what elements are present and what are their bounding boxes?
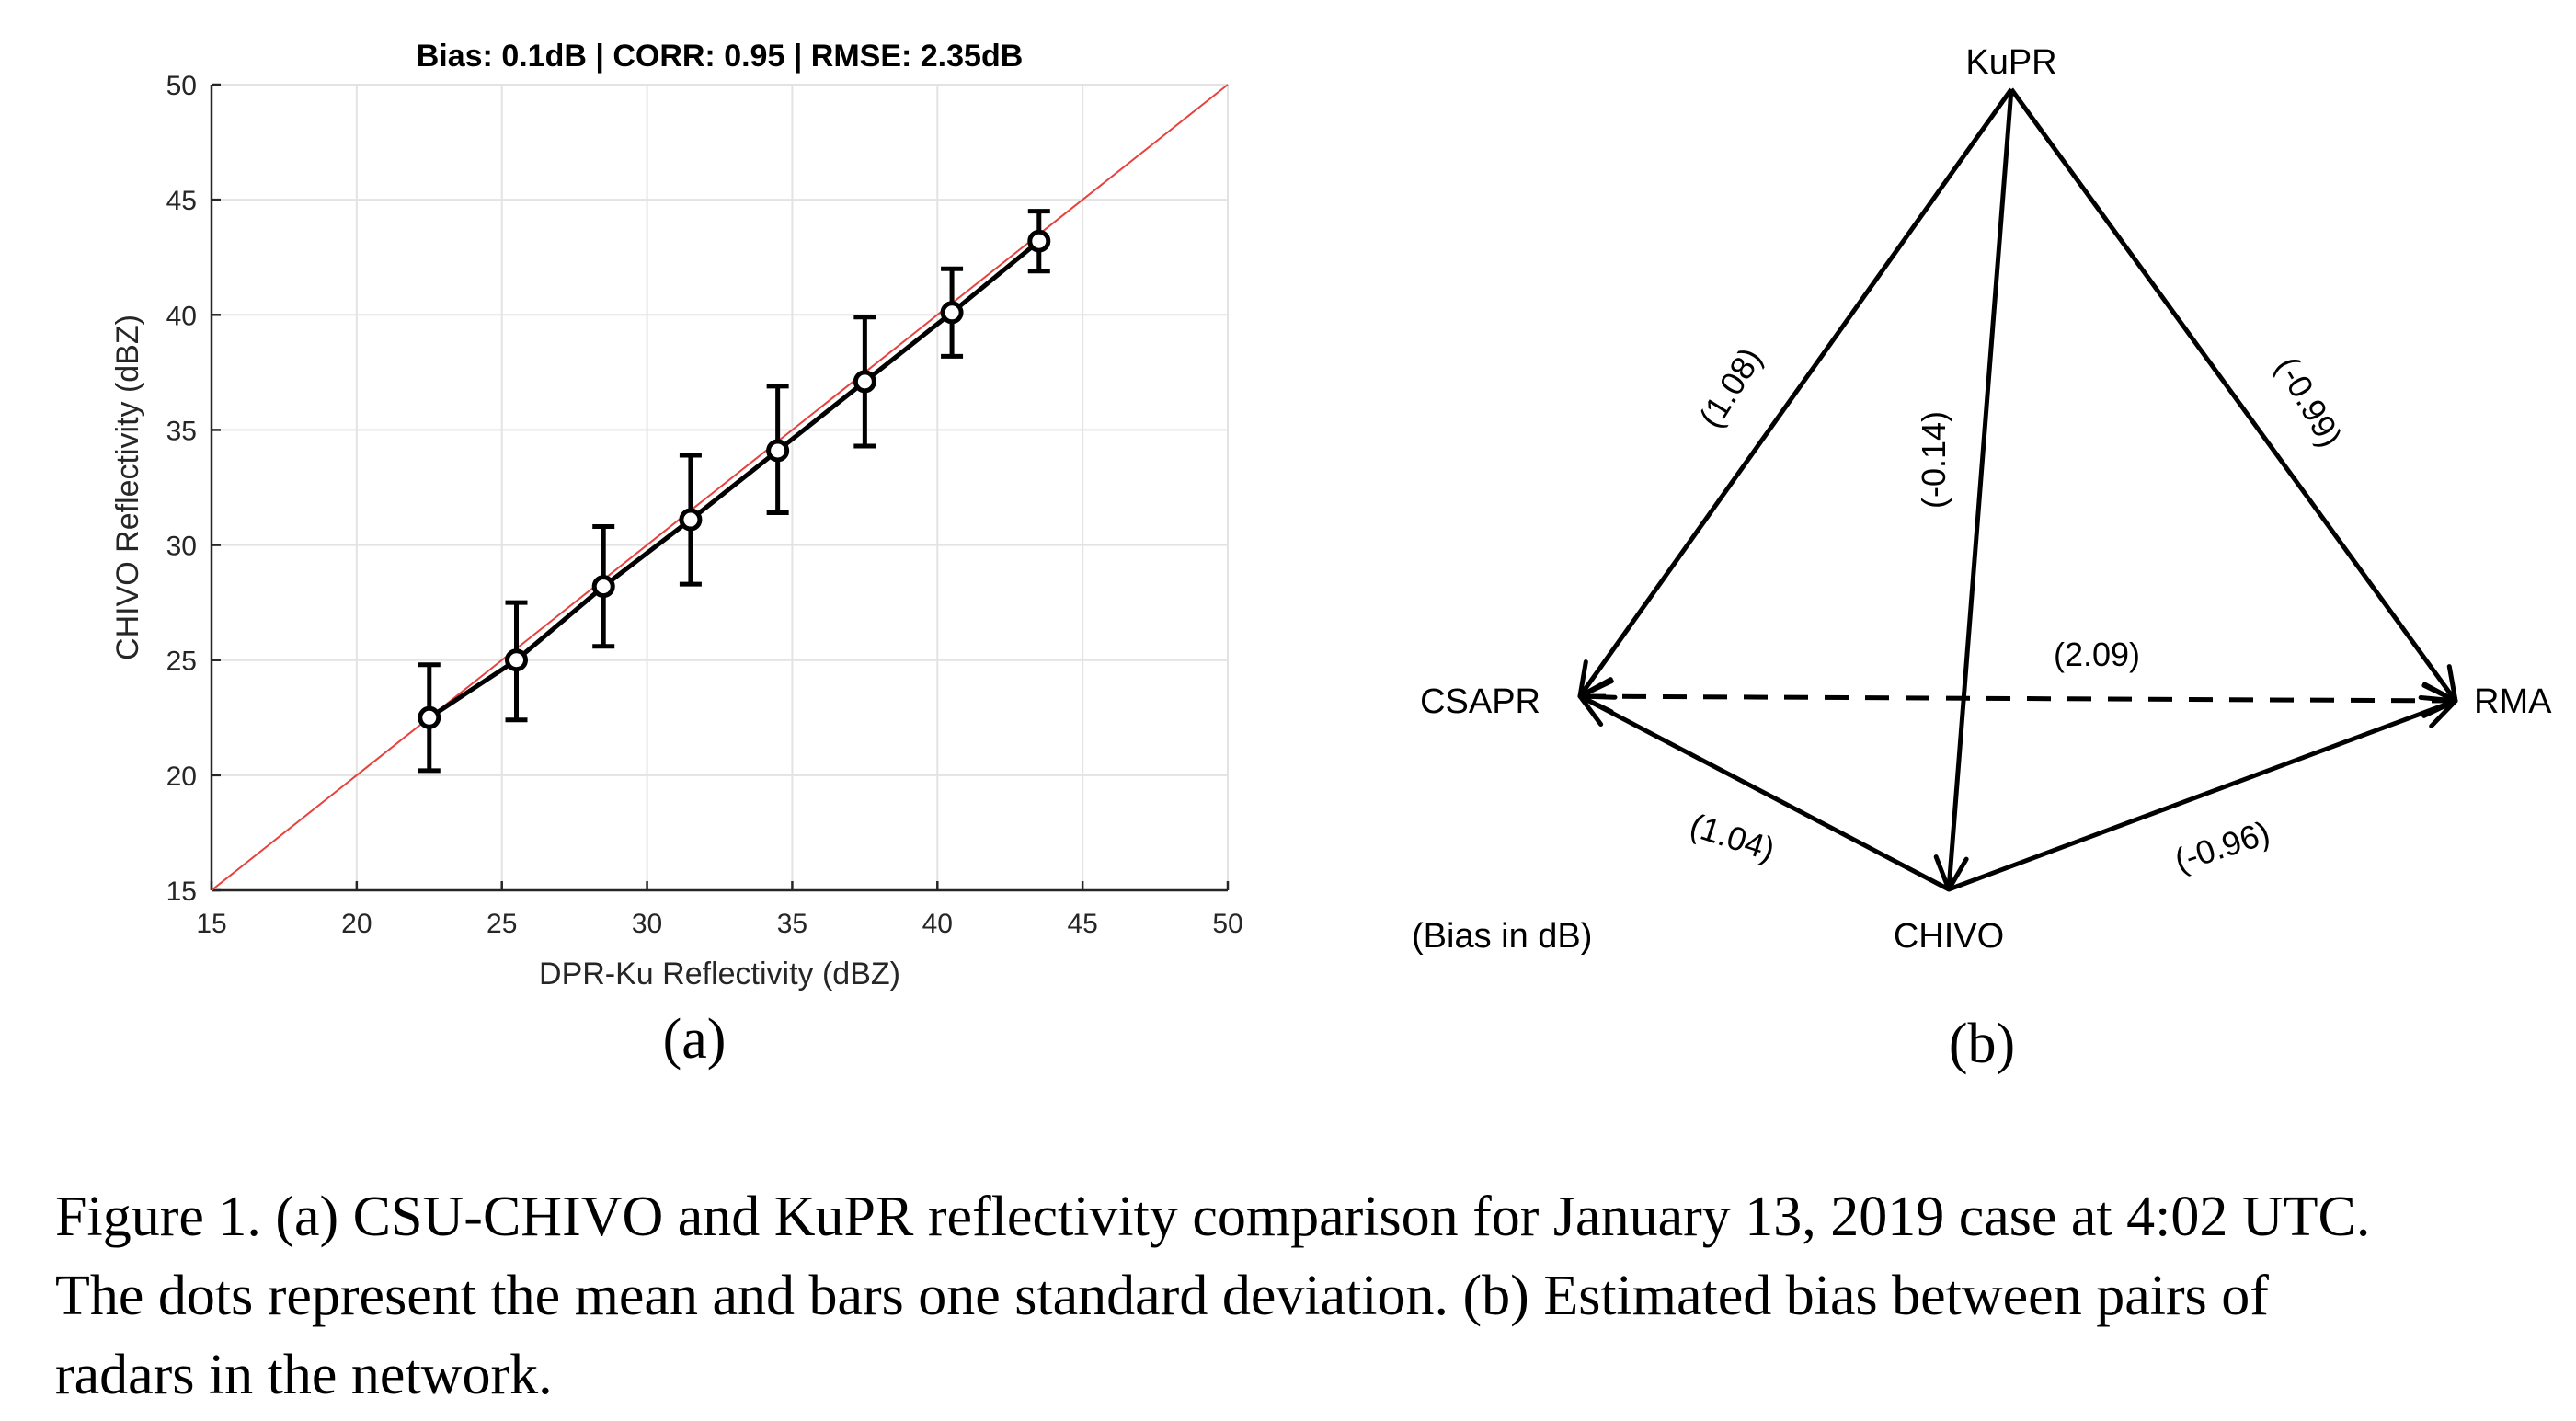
data-series <box>418 229 1051 729</box>
caption-line: Figure 1. (a) CSU-CHIVO and KuPR reflect… <box>55 1186 2371 1248</box>
edge-line <box>1579 693 2456 704</box>
node-label-chivo: CHIVO <box>1894 917 2004 956</box>
y-tick-label: 15 <box>166 877 197 907</box>
panel-label-a: (a) <box>663 1008 727 1071</box>
mean-point <box>1027 229 1051 253</box>
edge-label: (-0.96) <box>2170 813 2274 879</box>
x-tick-label: 25 <box>487 909 517 939</box>
bias-unit-note: (Bias in dB) <box>1412 917 1592 956</box>
bias-diagram: KuPR CSAPR RMA CHIVO (1.08) (-0.14) (-0.99) (2… <box>1412 43 2552 1075</box>
mean-line <box>428 239 1041 720</box>
edge-kupr-to-csapr <box>1577 87 2014 699</box>
grid <box>212 84 1229 890</box>
chart-title: Bias: 0.1dB | CORR: 0.95 | RMSE: 2.35dB <box>417 39 1024 74</box>
arrowhead <box>2418 694 2458 728</box>
figure-caption: Figure 1. (a) CSU-CHIVO and KuPR reflect… <box>55 1177 2538 1415</box>
arrowhead <box>1577 693 1618 728</box>
edge-label: (2.09) <box>2054 636 2140 673</box>
y-tick-label: 30 <box>166 532 197 562</box>
mean-point <box>505 648 528 672</box>
x-axis-label: DPR-Ku Reflectivity (dBZ) <box>539 957 900 991</box>
y-tick-label: 35 <box>166 416 197 446</box>
x-tick-label: 35 <box>777 909 807 939</box>
edge-chivo-to-rma <box>1948 694 2458 892</box>
reference-line <box>211 84 1229 891</box>
edge-kupr-to-rma <box>2009 87 2458 704</box>
edge-line <box>1577 87 2014 698</box>
x-tick-label: 40 <box>922 909 953 939</box>
reflectivity-comparison-chart: 15 20 25 30 35 40 45 50 15 20 25 30 35 40 45 50 Bias: 0… <box>110 39 1243 1071</box>
y-axis-label: CHIVO Reflectivity (dBZ) <box>110 315 145 660</box>
x-tick-label: 20 <box>341 909 372 939</box>
axes <box>210 83 1230 892</box>
y-tick-label: 50 <box>166 71 197 101</box>
y-tick-label: 45 <box>166 186 197 216</box>
panel-label-b: (b) <box>1949 1013 2015 1075</box>
edge-label: (-0.99) <box>2269 350 2351 453</box>
node-label-kupr: KuPR <box>1965 43 2056 82</box>
mean-point <box>853 370 876 394</box>
edge-line <box>1948 698 2456 892</box>
y-tick-label: 25 <box>166 647 197 677</box>
edge-line <box>1578 693 1951 892</box>
edge-label: (1.08) <box>1691 341 1769 434</box>
x-tick-label: 45 <box>1067 909 1097 939</box>
error-bars <box>418 209 1050 774</box>
mean-point <box>418 705 441 729</box>
diagram-edges <box>1577 87 2458 892</box>
tick-labels: 15 20 25 30 35 40 45 50 15 20 25 30 35 40 45 50 <box>166 71 1243 939</box>
y-tick-label: 40 <box>166 301 197 331</box>
caption-line: The dots represent the mean and bars one… <box>55 1265 2269 1327</box>
x-tick-label: 15 <box>196 909 226 939</box>
edge-line <box>2009 87 2458 703</box>
one-to-one-line <box>211 84 1229 891</box>
y-tick-label: 20 <box>166 762 197 792</box>
x-tick-label: 30 <box>632 909 662 939</box>
edge-label: (-0.14) <box>1915 411 1952 509</box>
mean-point <box>766 439 790 463</box>
caption-line: radars in the network. <box>55 1344 553 1406</box>
edge-rma-to-csapr <box>1577 679 2458 718</box>
mean-point <box>591 575 615 599</box>
edge-chivo-to-csapr <box>1577 693 1951 892</box>
node-label-rma: RMA <box>2474 682 2552 721</box>
edge-label: (1.04) <box>1686 806 1780 868</box>
edge-line <box>1946 88 2014 890</box>
x-tick-label: 50 <box>1212 909 1242 939</box>
mean-point <box>679 508 703 532</box>
mean-point <box>940 301 964 325</box>
diagram-nodes: KuPR CSAPR RMA CHIVO <box>1420 43 2552 956</box>
node-label-csapr: CSAPR <box>1420 682 1540 721</box>
